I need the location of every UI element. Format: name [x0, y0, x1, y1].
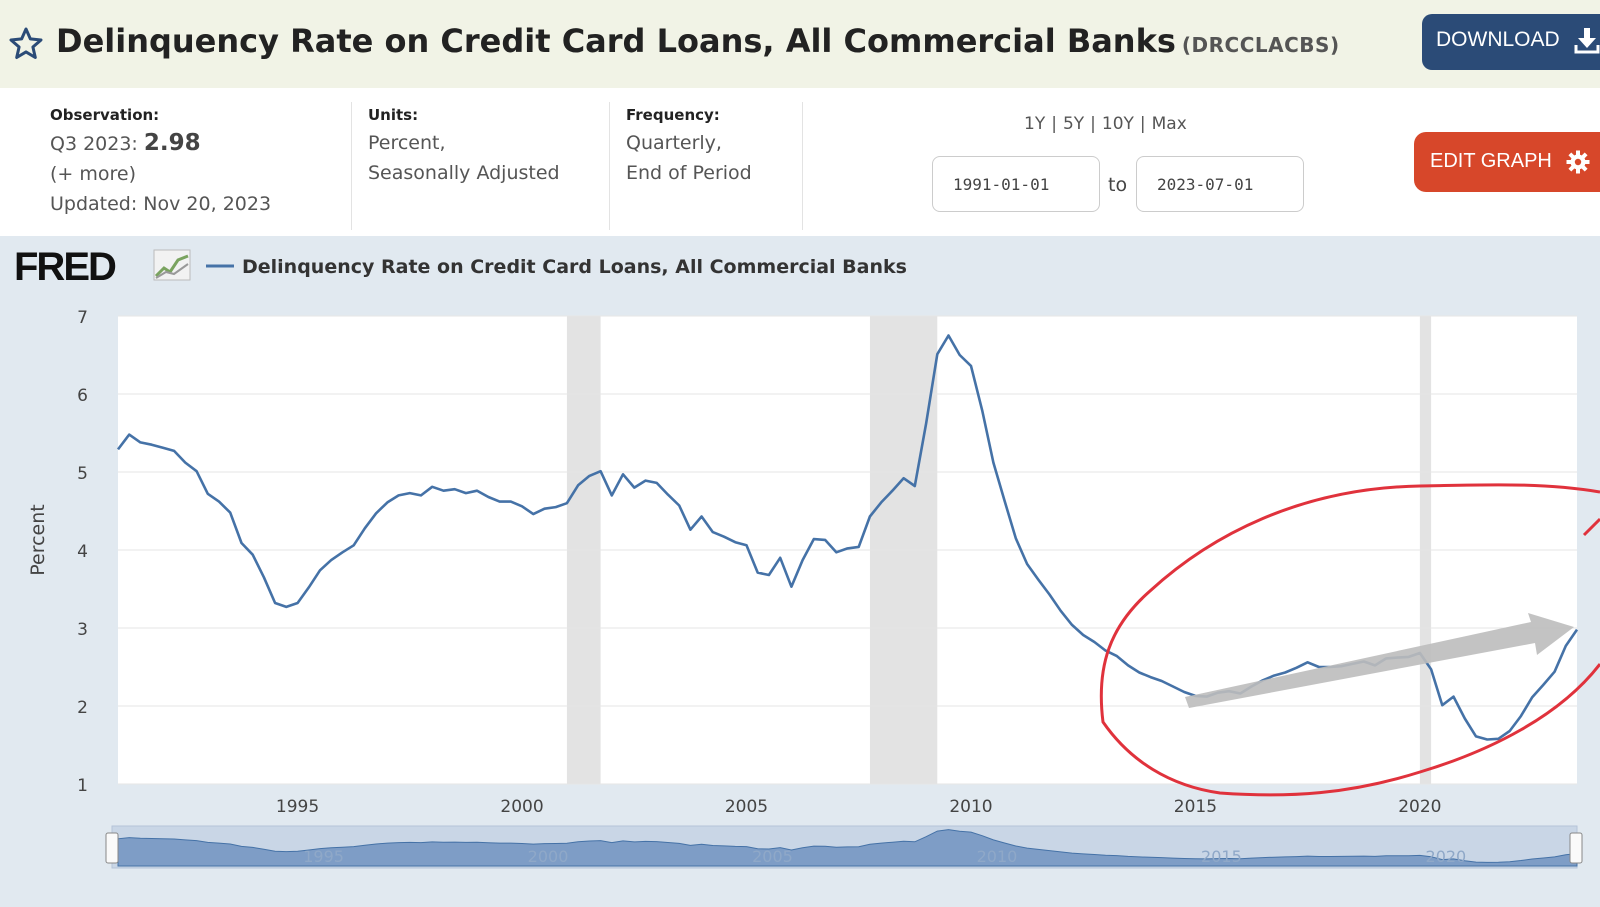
units-block: Units: Percent, Seasonally Adjusted — [368, 106, 560, 188]
meta-divider — [802, 102, 803, 230]
gridlines — [118, 315, 1577, 785]
end-date-input[interactable]: 2023-07-01 — [1136, 156, 1304, 212]
meta-divider — [351, 102, 352, 230]
chart-panel: FRED Delinquency Rate on Credit Card Loa… — [0, 236, 1600, 907]
legend-label: Delinquency Rate on Credit Card Loans, A… — [242, 256, 907, 278]
navigator-left-handle[interactable] — [105, 832, 119, 864]
star-outline-icon[interactable] — [8, 26, 44, 62]
series-id: (DRCCLACBS) — [1181, 33, 1340, 57]
fred-logo-graph-icon — [153, 249, 191, 281]
frequency-value-1: Quarterly, — [626, 132, 722, 154]
range-10y[interactable]: 10Y — [1101, 114, 1134, 134]
navigator-tick-label: 1995 — [303, 847, 344, 866]
navigator-right-handle[interactable] — [1569, 832, 1583, 864]
updated-date: Updated: Nov 20, 2023 — [50, 193, 272, 215]
title-bar: Delinquency Rate on Credit Card Loans, A… — [0, 0, 1600, 88]
frequency-block: Frequency: Quarterly, End of Period — [626, 106, 752, 188]
annotation-trend-arrow — [1185, 613, 1574, 708]
y-tick-label: 1 — [77, 776, 88, 796]
page-title: Delinquency Rate on Credit Card Loans, A… — [56, 22, 1340, 60]
edit-graph-button-label: EDIT GRAPH — [1430, 150, 1552, 172]
y-tick-label: 2 — [77, 698, 88, 718]
start-date-input[interactable]: 1991-01-01 — [932, 156, 1100, 212]
download-button[interactable]: DOWNLOAD — [1422, 14, 1600, 70]
observation-label: Observation: — [50, 106, 160, 124]
y-tick-label: 5 — [77, 464, 88, 484]
navigator-labels: 1995 2000 2005 2010 2015 2020 — [303, 847, 1466, 866]
annotation-circle — [1099, 483, 1600, 797]
navigator-tick-label: 2000 — [528, 847, 569, 866]
range-5y[interactable]: 5Y — [1062, 114, 1085, 134]
navigator-tick-label: 2015 — [1201, 847, 1242, 866]
series-metadata: Observation: Q3 2023: 2.98 (+ more) Upda… — [0, 88, 1600, 236]
fred-logo: FRED — [14, 245, 116, 289]
y-tick-label: 6 — [77, 386, 88, 406]
x-tick-label: 2015 — [1174, 797, 1217, 817]
navigator-series-area — [117, 829, 1578, 867]
x-tick-label: 2010 — [949, 797, 992, 817]
frequency-label: Frequency: — [626, 106, 720, 124]
x-tick-label: 1995 — [276, 797, 319, 817]
range-selector: 1Y | 5Y | 10Y | Max — [1024, 114, 1187, 134]
x-axis-ticks: 1995 2000 2005 2010 2015 2020 — [276, 797, 1442, 817]
navigator-tick-label: 2010 — [977, 847, 1018, 866]
annotation-circle-tail — [1582, 517, 1600, 537]
range-max[interactable]: Max — [1151, 114, 1187, 134]
x-tick-label: 2000 — [500, 797, 543, 817]
line-chart[interactable]: FRED Delinquency Rate on Credit Card Loa… — [0, 236, 1600, 907]
navigator-tick-label: 2005 — [752, 847, 793, 866]
series-title: Delinquency Rate on Credit Card Loans, A… — [56, 22, 1176, 60]
download-icon — [1574, 28, 1600, 54]
date-range-to-label: to — [1108, 174, 1128, 196]
range-1y[interactable]: 1Y — [1024, 114, 1046, 134]
y-tick-label: 4 — [77, 542, 88, 562]
observation-block: Observation: Q3 2023: 2.98 (+ more) Upda… — [50, 106, 271, 219]
range-navigator[interactable]: 1995 2000 2005 2010 2015 2020 — [105, 825, 1583, 869]
units-label: Units: — [368, 106, 419, 124]
y-tick-label: 7 — [77, 308, 88, 328]
gear-icon — [1566, 150, 1590, 174]
y-axis-label: Percent — [27, 504, 49, 576]
units-value-2: Seasonally Adjusted — [368, 162, 560, 184]
units-value-1: Percent, — [368, 132, 446, 154]
observation-value: 2.98 — [143, 130, 201, 156]
meta-divider — [609, 102, 610, 230]
frequency-value-2: End of Period — [626, 162, 752, 184]
y-axis-ticks: 1 2 3 4 5 6 7 — [77, 308, 88, 796]
x-tick-label: 2020 — [1398, 797, 1441, 817]
x-tick-label: 2005 — [725, 797, 768, 817]
more-observations-link[interactable]: (+ more) — [50, 163, 137, 185]
edit-graph-button[interactable]: EDIT GRAPH — [1414, 132, 1600, 192]
observation-period: Q3 2023: — [50, 133, 138, 155]
download-button-label: DOWNLOAD — [1436, 28, 1560, 51]
navigator-tick-label: 2020 — [1426, 847, 1467, 866]
y-tick-label: 3 — [77, 620, 88, 640]
